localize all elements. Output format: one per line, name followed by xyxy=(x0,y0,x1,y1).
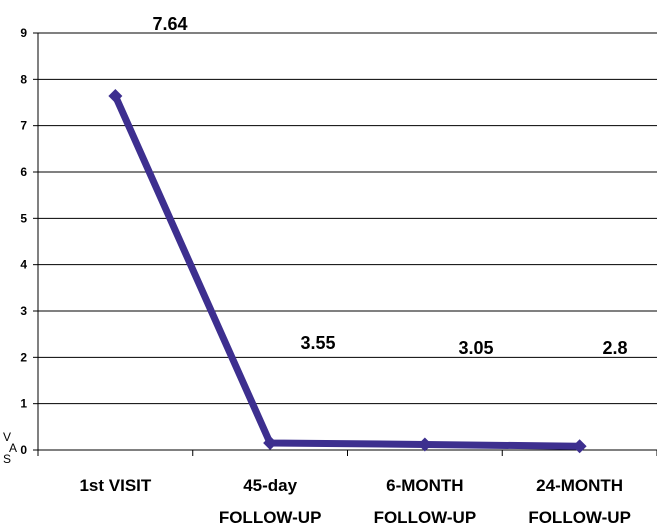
x-category-label-2-line-1: FOLLOW-UP xyxy=(374,508,477,526)
y-tick-label-2: 2 xyxy=(20,350,27,364)
y-axis-label-letter-1: A xyxy=(9,441,17,455)
x-category-label-2-line-0: 6-MONTH xyxy=(386,476,463,495)
y-axis-label-letter-2: S xyxy=(3,452,11,466)
data-label-2: 3.05 xyxy=(458,338,493,358)
y-tick-label-6: 6 xyxy=(20,165,27,179)
y-tick-label-5: 5 xyxy=(20,211,27,225)
y-tick-label-0: 0 xyxy=(20,443,27,457)
y-tick-label-8: 8 xyxy=(20,72,27,86)
x-category-label-3-line-0: 24-MONTH xyxy=(536,476,623,495)
y-tick-label-9: 9 xyxy=(20,26,27,40)
y-tick-label-3: 3 xyxy=(20,304,27,318)
x-category-label-0: 1st VISIT xyxy=(79,476,151,495)
data-label-1: 3.55 xyxy=(300,333,335,353)
data-point-3 xyxy=(572,439,587,454)
data-label-3: 2.8 xyxy=(602,338,627,358)
data-point-0 xyxy=(108,89,123,104)
series-line-0 xyxy=(111,92,584,450)
y-tick-label-7: 7 xyxy=(20,119,27,133)
data-label-0: 7.64 xyxy=(152,14,187,34)
x-category-label-1-line-1: FOLLOW-UP xyxy=(219,508,322,526)
y-tick-label-4: 4 xyxy=(20,258,27,272)
y-tick-label-1: 1 xyxy=(20,397,27,411)
data-point-2 xyxy=(417,437,432,452)
data-point-1 xyxy=(263,436,278,451)
y-axis-label-letter-0: V xyxy=(3,430,11,444)
x-category-label-1-line-0: 45-day xyxy=(243,476,297,495)
x-category-label-3-line-1: FOLLOW-UP xyxy=(528,508,631,526)
